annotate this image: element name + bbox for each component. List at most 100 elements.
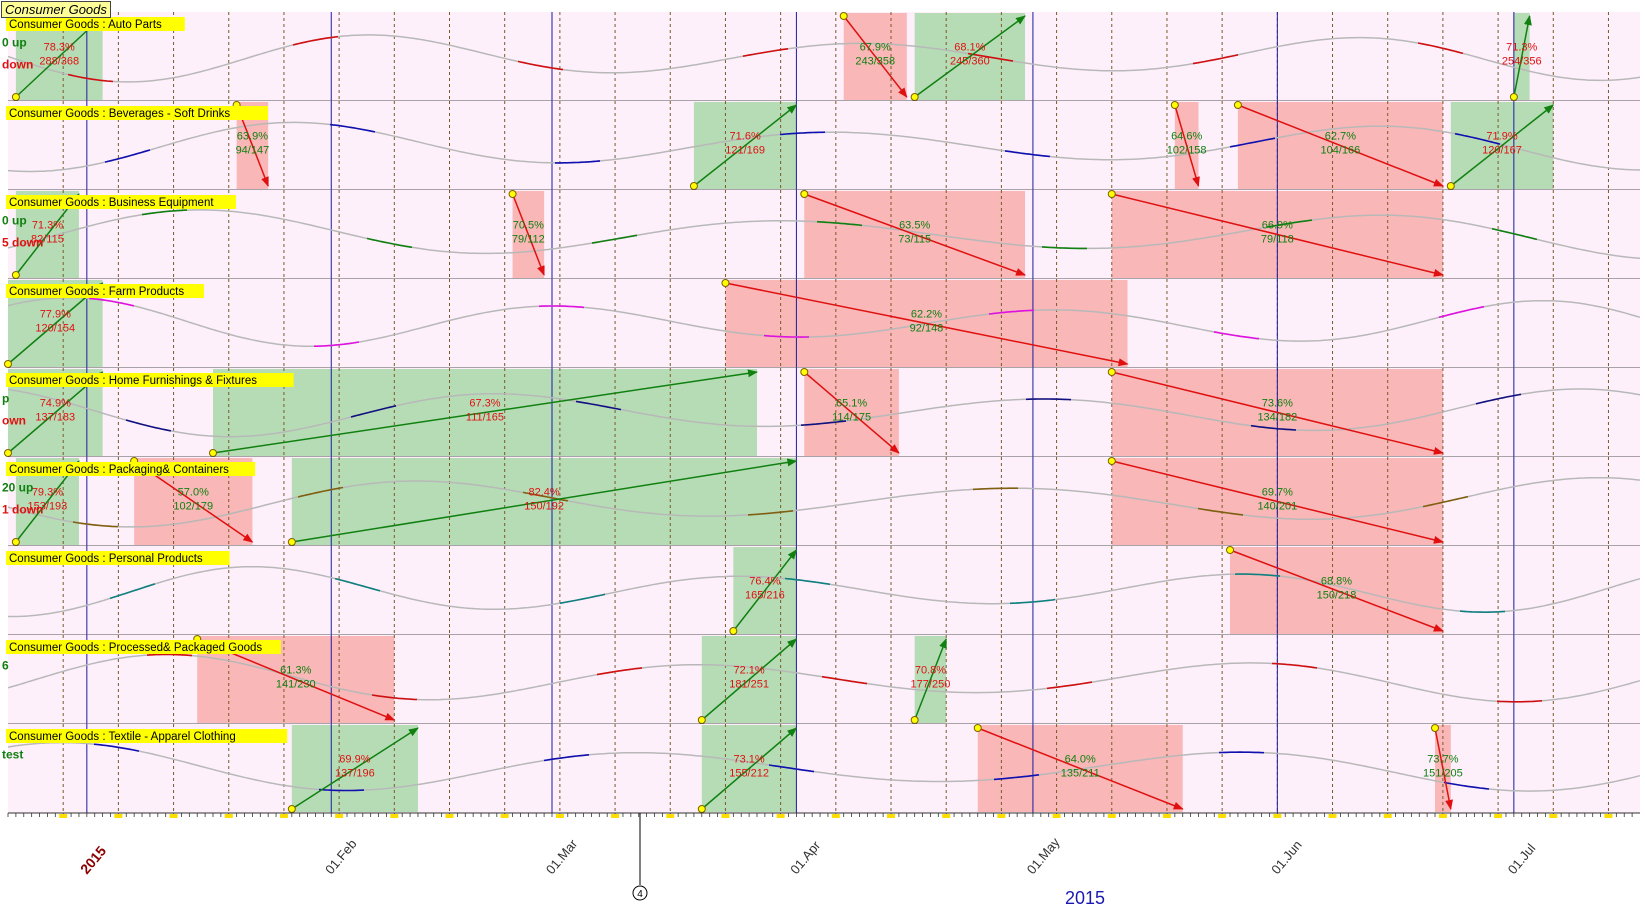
panel: 63.9% 94/147 71.6% 121/169 64.6% 102/158 62.7%… bbox=[6, 101, 1641, 191]
panel-label: Consumer Goods : Auto Parts bbox=[9, 19, 162, 31]
pattern-segment bbox=[1213, 331, 1260, 340]
zone-ratio: 165/216 bbox=[745, 590, 785, 602]
up-arrow bbox=[693, 104, 798, 187]
panel-label: Consumer Goods : Farm Products bbox=[9, 286, 184, 298]
week-tick bbox=[1383, 814, 1392, 818]
count-label: 6 bbox=[2, 659, 9, 673]
pattern-segment bbox=[1218, 751, 1265, 754]
count-label: test bbox=[2, 748, 23, 762]
pattern-segment bbox=[1250, 424, 1297, 431]
pattern-segment bbox=[967, 52, 1014, 62]
week-tick bbox=[279, 814, 288, 818]
zone-ratio: 120/167 bbox=[1482, 145, 1522, 157]
zone-start-marker bbox=[4, 360, 12, 368]
zone-ratio: 137/196 bbox=[335, 768, 375, 780]
pattern-segment bbox=[329, 123, 376, 133]
panel-label: Consumer Goods : Beverages - Soft Drinks bbox=[9, 108, 230, 120]
cursor-marker-label: 4 bbox=[637, 889, 643, 900]
zone-percent: 67.9% bbox=[860, 42, 891, 54]
pattern-segment bbox=[747, 510, 794, 516]
up-arrow bbox=[701, 727, 798, 810]
week-tick bbox=[831, 814, 840, 818]
week-tick bbox=[59, 814, 68, 818]
zone-start-marker bbox=[1107, 457, 1116, 465]
up-arrow bbox=[291, 458, 798, 543]
pattern-segment bbox=[72, 521, 119, 528]
count-label: 0 up bbox=[2, 214, 27, 228]
zone-start-marker bbox=[910, 716, 919, 724]
down-arrow bbox=[1111, 460, 1444, 544]
pattern-segment bbox=[575, 400, 622, 411]
zone-percent: 70.5% bbox=[513, 220, 544, 232]
zone-start-marker bbox=[11, 271, 20, 279]
zone-start-marker bbox=[287, 805, 296, 813]
zone-ratio: 92/148 bbox=[910, 323, 944, 335]
week-tick bbox=[666, 814, 675, 818]
pattern-segment bbox=[125, 419, 172, 432]
zone-percent: 77.9% bbox=[40, 309, 71, 321]
zone-percent: 63.9% bbox=[237, 131, 268, 143]
zone-start-marker bbox=[1446, 182, 1455, 190]
pattern-segment bbox=[88, 297, 135, 307]
zone-ratio: 151/205 bbox=[1423, 768, 1463, 780]
zone-start-marker bbox=[729, 627, 738, 635]
zone-ratio: 104/166 bbox=[1321, 145, 1361, 157]
zone-start-marker bbox=[721, 279, 730, 287]
down-arrow bbox=[1229, 549, 1444, 632]
zone-start-marker bbox=[689, 182, 698, 190]
up-arrow bbox=[212, 369, 758, 454]
week-tick bbox=[942, 814, 951, 818]
pattern-segment bbox=[1229, 137, 1276, 148]
up-arrow bbox=[1513, 15, 1532, 98]
count-label: own bbox=[2, 414, 26, 428]
pattern-segment bbox=[1475, 393, 1522, 405]
seasonal-curve bbox=[7, 296, 1641, 348]
zone-percent: 69.9% bbox=[339, 754, 370, 766]
seasonal-curve bbox=[7, 741, 1641, 792]
pattern-segment bbox=[292, 35, 339, 46]
zone-ratio: 73/115 bbox=[898, 234, 931, 246]
pattern-segment bbox=[1266, 219, 1313, 228]
pattern-segment bbox=[334, 577, 381, 592]
zone-percent: 82.4% bbox=[529, 487, 560, 499]
pattern-segment bbox=[1417, 42, 1464, 55]
pattern-segment bbox=[988, 309, 1035, 315]
zone-start-marker bbox=[1509, 93, 1518, 101]
panel: 77.9% 120/154 62.2% 92/148 Consumer Goods : … bbox=[4, 279, 1641, 369]
pattern-segment bbox=[1443, 781, 1490, 790]
zone-start-marker bbox=[4, 449, 12, 457]
zone-ratio: 121/169 bbox=[725, 145, 765, 157]
pattern-segment bbox=[318, 788, 365, 792]
panel: 79.3% 153/193 57.0% 102/179 82.4% 150/192 69.7… bbox=[2, 457, 1641, 547]
zone-percent: 57.0% bbox=[178, 487, 209, 499]
panel: 71.3% 82/115 70.5% 79/112 63.5% 73/115 66.9% 79… bbox=[2, 190, 1641, 280]
zone-ratio: 137/183 bbox=[35, 412, 75, 424]
zone-percent: 62.7% bbox=[1325, 131, 1356, 143]
week-tick bbox=[500, 814, 509, 818]
down-arrow bbox=[804, 193, 1026, 276]
pattern-segment bbox=[1491, 227, 1538, 241]
zone-start-marker bbox=[208, 449, 217, 457]
week-tick bbox=[1107, 814, 1116, 818]
zone-start-marker bbox=[910, 93, 919, 101]
week-tick bbox=[1549, 814, 1558, 818]
zone-percent: 73.6% bbox=[1262, 398, 1293, 410]
week-tick bbox=[887, 814, 896, 818]
zone-start-marker bbox=[800, 190, 809, 198]
zone-percent: 78.3% bbox=[44, 42, 75, 54]
pattern-segment bbox=[972, 487, 1018, 491]
panel-label: Consumer Goods : Business Equipment bbox=[9, 197, 214, 209]
zone-start-marker bbox=[697, 716, 706, 724]
panel: 78.3% 288/368 67.9% 243/358 68.1% 245/360 71.3… bbox=[2, 12, 1641, 102]
pattern-segment bbox=[800, 420, 847, 426]
week-tick bbox=[335, 814, 344, 818]
panel-label: Consumer Goods : Home Furnishings & Fixt… bbox=[9, 375, 257, 387]
zone-ratio: 177/250 bbox=[911, 679, 951, 691]
count-label: 20 up bbox=[2, 481, 33, 495]
zone-start-marker bbox=[800, 368, 809, 376]
zone-start-marker bbox=[973, 724, 982, 732]
panel: 76.4% 165/216 68.8% 150/218 Consumer Goods :… bbox=[6, 546, 1641, 636]
pattern-segment bbox=[1197, 507, 1244, 516]
cursor-marker bbox=[632, 885, 648, 901]
